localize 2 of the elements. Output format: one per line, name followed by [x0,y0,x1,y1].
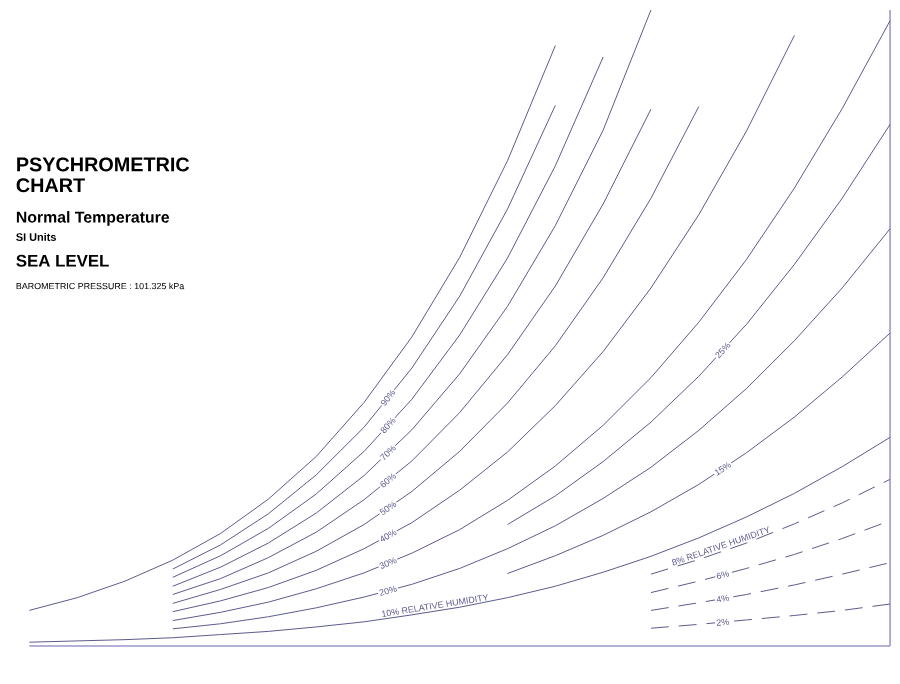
text: PSYCHROMETRIC CHART [16,157,190,193]
annotation: SEA LEVEL [16,254,109,267]
